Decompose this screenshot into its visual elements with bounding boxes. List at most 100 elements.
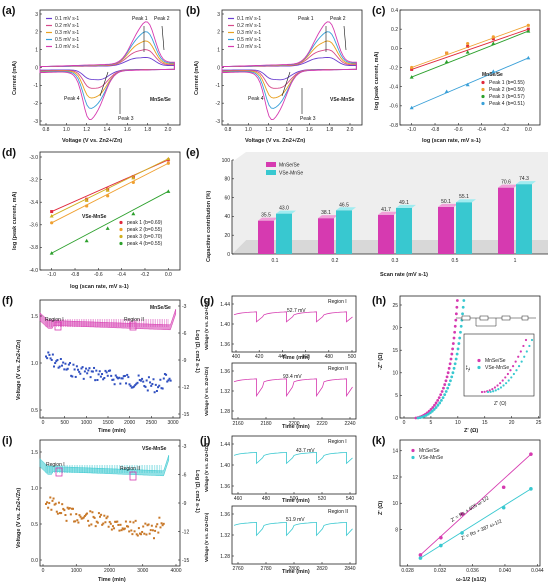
fit-line xyxy=(411,30,529,78)
diffusion-point xyxy=(87,519,90,522)
diffusion-point xyxy=(74,375,77,378)
panel-k-ytick-label: 12 xyxy=(392,475,398,481)
diffusion-point xyxy=(146,389,149,392)
panel-i-material: VSe-MnSe xyxy=(142,446,167,452)
diffusion-point xyxy=(112,378,115,381)
panel-h-inset-ylabel: -Z'' xyxy=(466,365,472,372)
panel-j-region1: Region I xyxy=(328,439,347,445)
panel-e-yticks: 100 80 60 40 20 0 xyxy=(222,158,234,258)
nyquist-point xyxy=(449,379,452,383)
panel-i-yticks-right: -3 -6 -9 -12 -15 xyxy=(178,444,189,564)
panel-j-bottom-ytick-label: 1.28 xyxy=(220,554,230,560)
diffusion-point xyxy=(153,391,156,394)
diffusion-point xyxy=(150,524,153,527)
panel-i-right-ytick-label: -3 xyxy=(182,444,187,450)
panel-f-right-ytick-label: -9 xyxy=(182,358,187,364)
nyquist-point xyxy=(450,375,454,379)
diffusion-point xyxy=(168,377,171,380)
panel-d-ytick-label: -3.0 xyxy=(29,155,38,161)
nyquist-point xyxy=(434,406,438,409)
panel-f-xtick-label: 0 xyxy=(42,420,45,426)
panel-c-legend-item: Peak 3 (b=0.57) xyxy=(489,94,525,100)
panel-h-inset-plot xyxy=(480,338,534,394)
diffusion-point xyxy=(88,524,91,527)
nyquist-point xyxy=(457,342,461,345)
nyquist-point xyxy=(444,379,448,383)
diffusion-point xyxy=(65,368,68,371)
panel-e-legend-item: VSe-MnSe xyxy=(279,171,303,177)
panel-k-ytick-label: 10 xyxy=(392,501,398,507)
bar-data-label: 41.7 xyxy=(381,207,391,213)
data-point xyxy=(166,156,171,161)
diffusion-point xyxy=(91,370,94,373)
panel-f: (f) 0 500 1000 1500 2000 2500 3000 1.5 1.0 0.5 -… xyxy=(2,295,200,434)
bar-data-label: 43.0 xyxy=(279,206,289,212)
panel-i-label: (i) xyxy=(2,435,13,447)
panel-f-xlabel: Time (min) xyxy=(98,428,126,434)
diffusion-point xyxy=(130,529,133,532)
diffusion-point xyxy=(162,377,165,380)
panel-c-ytick-label: -0.4 xyxy=(389,84,398,90)
cv-curve xyxy=(39,21,175,120)
diffusion-point xyxy=(104,521,107,524)
diffusion-point xyxy=(82,516,85,519)
diffusion-point xyxy=(94,525,97,528)
bar-top xyxy=(456,199,476,203)
diffusion-point xyxy=(64,362,67,365)
inset-point xyxy=(493,386,497,389)
panel-j-top-ytick-label: 1.44 xyxy=(220,442,230,448)
panel-b-ytick-label: -1 xyxy=(216,83,221,89)
data-point xyxy=(410,65,414,70)
panel-g-ticks: 400 420 440 460 480 500 1.44 1.40 1.36 2160 2180 22… xyxy=(220,302,356,427)
panel-f-right-ytick-label: -15 xyxy=(182,412,189,418)
panel-f-frame xyxy=(39,299,181,419)
data-point xyxy=(491,41,496,46)
inset-point xyxy=(528,344,531,348)
panel-f-xtick-label: 1000 xyxy=(81,420,92,426)
diffusion-point xyxy=(95,520,98,523)
panel-g-top-xtick-label: 480 xyxy=(325,354,334,360)
diffusion-point xyxy=(63,368,66,371)
bar-data-label: 38.1 xyxy=(321,210,331,216)
panel-e-xtick-label: 0.1 xyxy=(272,258,279,264)
diffusion-point xyxy=(77,368,80,371)
data-point xyxy=(50,221,54,225)
diffusion-point xyxy=(52,497,55,500)
diffusion-point xyxy=(123,527,126,530)
gitt-zoom-trace xyxy=(233,521,353,537)
panel-k-yticks: 14 12 10 8 xyxy=(392,449,402,533)
diffusion-point xyxy=(61,364,64,367)
panel-b-legend-item: 0.1 mV s-1 xyxy=(237,16,261,22)
diffusion-point xyxy=(79,515,82,518)
diffusion-point xyxy=(119,523,122,526)
panel-k-xtick-label: 0.040 xyxy=(499,568,512,574)
panel-c-legend-marker xyxy=(481,94,485,99)
diffusion-point xyxy=(146,524,149,527)
diffusion-point xyxy=(73,520,76,523)
nyquist-point xyxy=(426,412,430,416)
nyquist-point xyxy=(454,357,458,361)
inset-point xyxy=(510,376,513,379)
nyquist-point xyxy=(442,386,445,390)
nyquist-point xyxy=(441,396,445,400)
inset-point xyxy=(504,376,507,379)
panel-i-ylabel: Voltage (V vs. Zn2+/Zn) xyxy=(16,488,22,548)
diffusion-point xyxy=(76,519,79,522)
nyquist-point xyxy=(448,362,452,366)
bar-top xyxy=(438,203,458,207)
panel-b-xtick-label: 1.8 xyxy=(326,127,333,133)
panel-a-xtick-label: 2.0 xyxy=(165,127,172,133)
inset-point xyxy=(507,379,510,382)
diffusion-point xyxy=(51,353,54,356)
panel-i-region2: Region II xyxy=(120,466,140,472)
diffusion-point xyxy=(93,366,96,369)
diffusion-point xyxy=(66,506,69,509)
diffusion-point xyxy=(157,531,160,534)
data-point xyxy=(444,89,449,93)
panel-c-xtick-label: -0.8 xyxy=(431,127,440,133)
diffusion-point xyxy=(107,369,110,372)
diffusion-point xyxy=(89,376,92,379)
diffusion-point xyxy=(107,525,110,528)
inset-point xyxy=(517,355,520,358)
